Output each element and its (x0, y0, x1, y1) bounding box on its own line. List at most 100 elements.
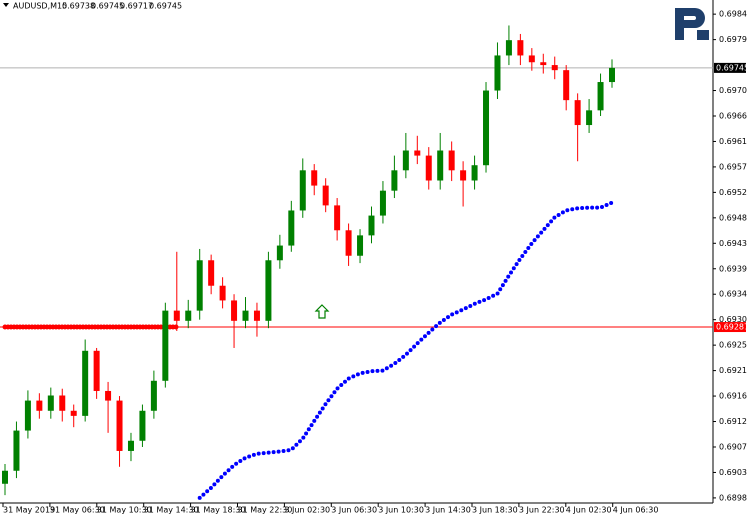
candle-body (93, 350, 100, 391)
x-tick-label: 3 Jun 14:30 (425, 506, 471, 515)
candle-body (334, 205, 341, 231)
x-tick-label: 3 Jun 22:30 (519, 506, 565, 515)
candle-body (299, 170, 306, 211)
candle-body (368, 215, 375, 236)
candle-body (116, 400, 123, 451)
candle-body (219, 285, 226, 301)
candle-body (139, 410, 146, 441)
candle-body (425, 155, 432, 181)
x-tick-label: 31 May 22:30 (238, 506, 293, 515)
candle-body (528, 55, 535, 63)
candle-body (265, 260, 272, 321)
y-tick-label: 0.69255 (719, 341, 747, 350)
candle-body (242, 310, 249, 321)
candle-body (379, 190, 386, 216)
price-level-label-bg (714, 62, 746, 73)
candle-body (597, 82, 604, 111)
candle-body (173, 310, 180, 321)
x-tick-label: 4 Jun 02:30 (566, 506, 612, 515)
candle-body (36, 400, 43, 411)
x-tick-label: 31 May 10:30 (97, 506, 152, 515)
candle-body (574, 100, 581, 126)
candle-body (414, 150, 421, 156)
y-tick-label: 0.69525 (719, 188, 747, 197)
symbol-title: AUDUSD,M15 (13, 2, 67, 11)
header-value: 0.69745 (91, 2, 124, 11)
candle-body (59, 395, 66, 411)
buy-arrow-icon (314, 304, 330, 319)
candle-body (345, 230, 352, 256)
candle-body (288, 210, 295, 246)
x-tick-label: 3 Jun 18:30 (472, 506, 518, 515)
candle-body (150, 380, 157, 411)
logo (672, 6, 709, 40)
candle-body (208, 260, 215, 286)
candle-body (231, 300, 238, 321)
indicator-dots (197, 200, 614, 500)
candle-body (517, 40, 524, 56)
candle-body (105, 390, 112, 401)
x-tick-label: 3 Jun 02:30 (284, 506, 330, 515)
candle-body (47, 395, 54, 411)
y-tick-label: 0.69345 (719, 290, 747, 299)
price-level-label: 0.69745 (716, 63, 747, 72)
candle-body (70, 410, 77, 416)
candle-body (2, 470, 8, 484)
candle-body (505, 40, 512, 56)
candle-body (563, 70, 570, 101)
candle-body (471, 165, 478, 181)
candle-body (391, 170, 398, 191)
candle-body (196, 260, 203, 311)
y-tick-label: 0.69165 (719, 392, 747, 401)
candle-body (185, 310, 192, 321)
x-tick-label: 31 May 14:30 (144, 506, 199, 515)
candle-body (540, 62, 547, 66)
candle-body (322, 185, 329, 206)
header-value: 0.69745 (149, 2, 182, 11)
candle-body (586, 110, 593, 126)
header-value: 0.69738 (62, 2, 95, 11)
candle-body (13, 430, 20, 471)
y-tick-label: 0.69795 (719, 35, 747, 44)
y-tick-label: 0.69435 (719, 239, 747, 248)
header-value: 0.69717 (120, 2, 153, 11)
candle-body (609, 67, 615, 83)
x-tick-label: 31 May 18:30 (191, 506, 246, 515)
x-tick-label: 31 May 2019 (3, 506, 55, 515)
candle-body (460, 170, 467, 181)
candle-body (162, 310, 169, 381)
x-tick-label: 4 Jun 06:30 (613, 506, 659, 515)
candle-body (483, 90, 490, 166)
menu-triangle[interactable] (3, 3, 9, 7)
candle-body (253, 310, 260, 321)
candle-body (24, 400, 31, 431)
price-level-label: 0.69287 (716, 323, 747, 332)
y-tick-label: 0.69615 (719, 137, 747, 146)
y-tick-label: 0.68985 (719, 493, 747, 502)
candle-body (448, 150, 455, 171)
candle-body (437, 150, 444, 181)
y-tick-label: 0.69705 (719, 86, 747, 95)
price-level-label-bg (714, 322, 746, 333)
x-tick-label: 3 Jun 10:30 (378, 506, 424, 515)
x-tick-label: 31 May 06:30 (50, 506, 105, 515)
x-tick-label: 3 Jun 06:30 (331, 506, 377, 515)
candle-body (494, 55, 501, 91)
candle-body (127, 440, 134, 451)
candle-body (82, 350, 89, 416)
candle-body (551, 65, 558, 71)
candle-body (357, 235, 364, 256)
candle-body (311, 170, 318, 186)
y-tick-label: 0.69075 (719, 442, 747, 451)
